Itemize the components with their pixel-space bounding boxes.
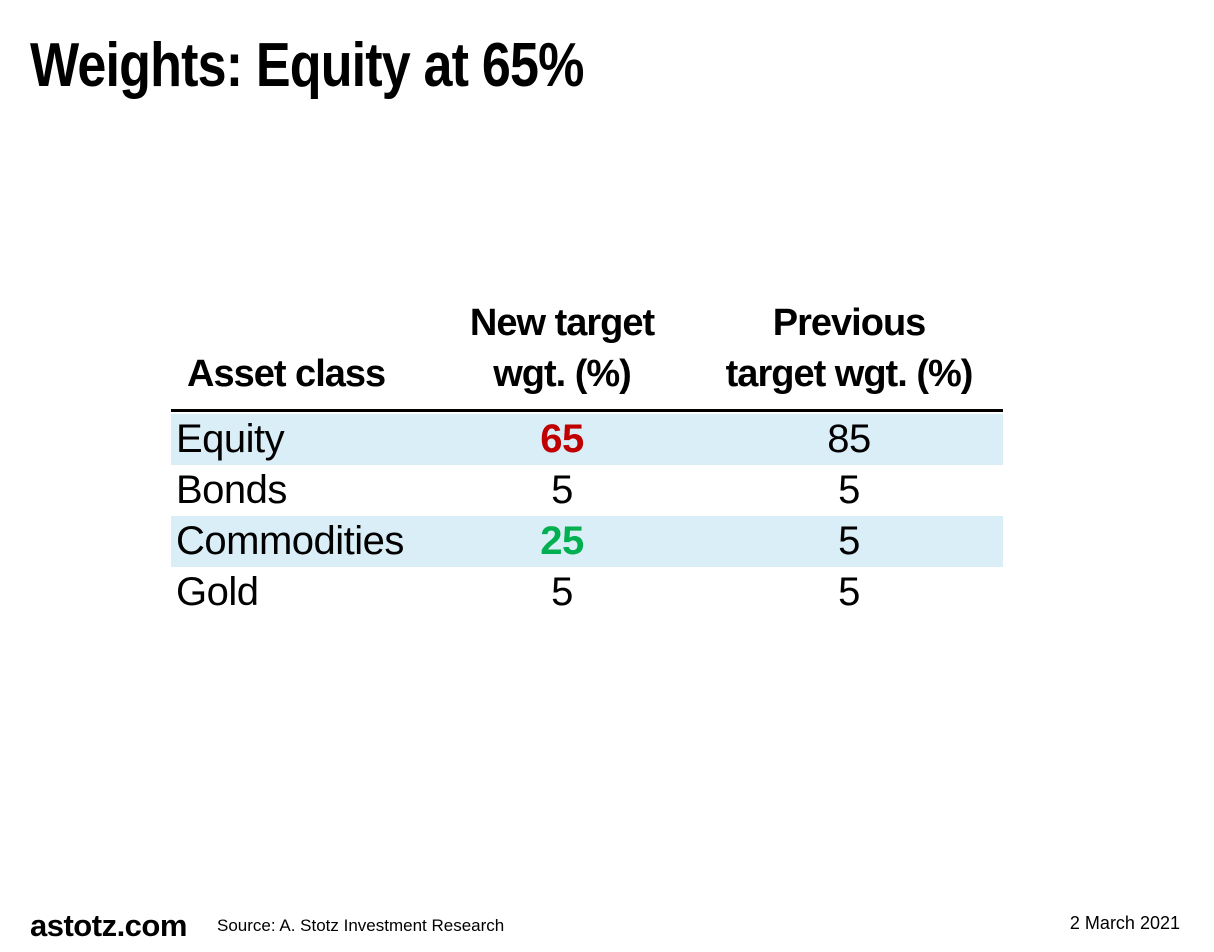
table-body: Equity 65 85 Bonds 5 5 Commodities 25 5 … [171,413,1003,618]
cell-new-target-wgt: 5 [551,570,573,615]
table-row-commodities: Commodities 25 5 [171,515,1003,567]
brand-logo-text: astotz.com [30,908,187,943]
header-previous-line2: target wgt. (%) [725,353,974,396]
table-row-gold: Gold 5 5 [171,567,1003,618]
cell-asset-class: Gold [176,570,259,615]
header-new-target-line2: wgt. (%) [493,353,632,396]
cell-previous-target-wgt: 85 [827,417,871,462]
cell-asset-class: Equity [176,417,285,462]
cell-asset-class: Commodities [176,519,404,564]
cell-previous-target-wgt: 5 [838,468,860,513]
header-previous-line1: Previous [772,302,927,344]
cell-new-target-wgt: 65 [540,417,584,462]
table-row-bonds: Bonds 5 5 [171,465,1003,516]
cell-new-target-wgt: 5 [551,468,573,513]
table-header-row: Asset class New target wgt. (%) Previous… [171,298,1003,412]
slide-date: 2 March 2021 [1069,913,1180,933]
table-row-equity: Equity 65 85 [171,413,1003,465]
slide-title: Weights: Equity at 65% [30,31,584,100]
header-previous-target-wgt: Previous target wgt. (%) [695,298,1003,401]
asset-weights-table: Asset class New target wgt. (%) Previous… [171,298,1003,618]
header-asset-class: Asset class [187,353,386,396]
cell-previous-target-wgt: 5 [838,519,860,564]
cell-asset-class: Bonds [176,468,287,513]
header-new-target-line1: New target [469,302,655,344]
cell-new-target-wgt: 25 [540,519,584,564]
header-new-target-wgt: New target wgt. (%) [429,298,695,401]
cell-previous-target-wgt: 5 [838,570,860,615]
source-attribution: Source: A. Stotz Investment Research [217,916,505,935]
